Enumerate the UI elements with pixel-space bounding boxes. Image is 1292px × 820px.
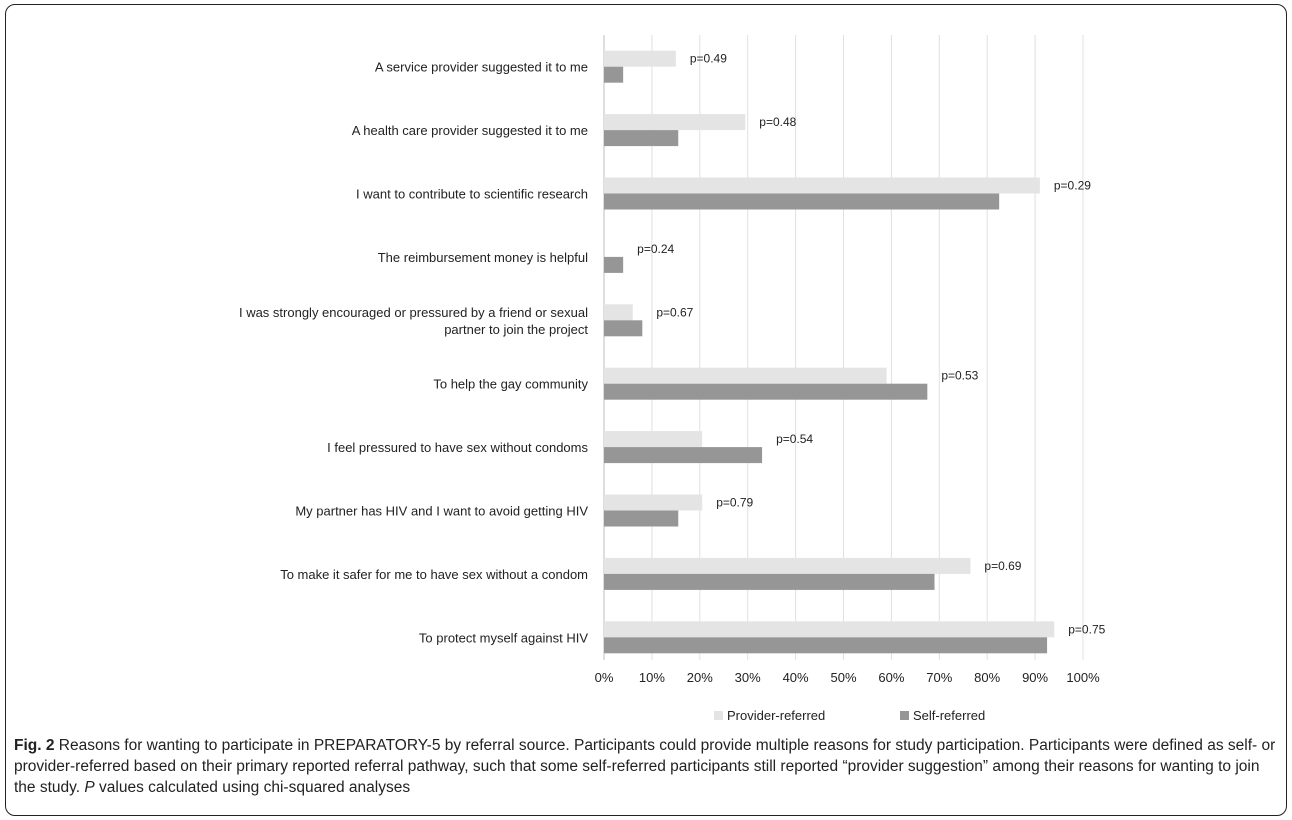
bar-provider-referred xyxy=(604,114,746,131)
category-label: To protect myself against HIV xyxy=(419,630,588,645)
category-label: My partner has HIV and I want to avoid g… xyxy=(295,504,588,519)
bar-chart: A service provider suggested it to me A h… xyxy=(239,35,1106,723)
x-tick-label: 30% xyxy=(735,670,761,685)
bar-provider-referred xyxy=(604,621,1055,638)
category-labels: A service provider suggested it to me A h… xyxy=(239,60,589,646)
category-label: The reimbursement money is helpful xyxy=(378,250,588,265)
x-tick-label: 10% xyxy=(639,670,665,685)
x-tick-label: 0% xyxy=(595,670,614,685)
figure-caption: Fig. 2 Reasons for wanting to participat… xyxy=(14,735,1279,798)
bar-provider-referred xyxy=(604,431,703,448)
category-label: A health care provider suggested it to m… xyxy=(352,123,588,138)
caption-text-end: values calculated using chi-squared anal… xyxy=(94,779,411,796)
p-value-label: p=0.67 xyxy=(656,305,693,319)
x-tick-label: 60% xyxy=(878,670,904,685)
p-value-label: p=0.24 xyxy=(637,242,674,256)
legend-label: Self-referred xyxy=(913,708,985,723)
legend-swatch xyxy=(900,711,909,720)
bars xyxy=(604,50,1055,654)
bar-self-referred xyxy=(604,637,1048,654)
p-value-label: p=0.53 xyxy=(941,369,978,383)
caption-text: Reasons for wanting to participate in PR… xyxy=(14,737,1276,796)
grid-lines xyxy=(603,35,1084,660)
figure-number: Fig. 2 xyxy=(14,737,55,754)
bar-provider-referred xyxy=(604,557,971,574)
bar-self-referred xyxy=(604,573,935,590)
legend: Provider-referred Self-referred xyxy=(714,708,985,723)
bar-provider-referred xyxy=(604,367,887,384)
legend-swatch xyxy=(714,711,723,720)
x-tick-label: 40% xyxy=(783,670,809,685)
category-label: To help the gay community xyxy=(433,377,588,392)
p-value-label: p=0.48 xyxy=(759,115,796,129)
category-label: I was strongly encouraged or pressured b… xyxy=(239,305,588,320)
p-value-label: p=0.29 xyxy=(1054,179,1091,193)
category-label: I feel pressured to have sex without con… xyxy=(327,440,588,455)
bar-self-referred xyxy=(604,66,624,83)
bar-self-referred xyxy=(604,447,763,464)
bar-provider-referred xyxy=(604,304,633,321)
x-tick-label: 50% xyxy=(830,670,856,685)
bar-self-referred xyxy=(604,256,624,273)
p-value-label: p=0.49 xyxy=(690,52,727,66)
category-label: partner to join the project xyxy=(444,322,588,337)
p-value-label: p=0.79 xyxy=(716,496,753,510)
p-value-label: p=0.75 xyxy=(1068,622,1105,636)
category-label: To make it safer for me to have sex with… xyxy=(280,567,588,582)
p-value-label: p=0.69 xyxy=(984,559,1021,573)
category-label: A service provider suggested it to me xyxy=(375,60,588,75)
bar-self-referred xyxy=(604,130,679,147)
bar-self-referred xyxy=(604,510,679,527)
x-tick-label: 70% xyxy=(926,670,952,685)
x-tick-label: 80% xyxy=(974,670,1000,685)
caption-p-letter: P xyxy=(84,779,95,796)
p-value-labels: p=0.49 p=0.48 p=0.29 p=0.24 p=0.67 p=0.53 p=0.… xyxy=(637,52,1105,637)
bar-self-referred xyxy=(604,383,928,400)
category-label: I want to contribute to scientific resea… xyxy=(356,187,588,202)
p-value-label: p=0.54 xyxy=(776,432,813,446)
legend-label: Provider-referred xyxy=(727,708,825,723)
x-axis-tick-labels: 0% 10% 20% 30% 40% 50% 60% 70% 80% 90% 100% xyxy=(595,670,1100,685)
bar-provider-referred xyxy=(604,494,703,511)
bar-provider-referred xyxy=(604,177,1040,194)
bar-self-referred xyxy=(604,320,643,337)
figure-frame xyxy=(5,4,1287,816)
bar-self-referred xyxy=(604,193,1000,210)
x-tick-label: 90% xyxy=(1022,670,1048,685)
bar-provider-referred xyxy=(604,50,676,67)
x-tick-label: 20% xyxy=(687,670,713,685)
x-tick-label: 100% xyxy=(1066,670,1100,685)
